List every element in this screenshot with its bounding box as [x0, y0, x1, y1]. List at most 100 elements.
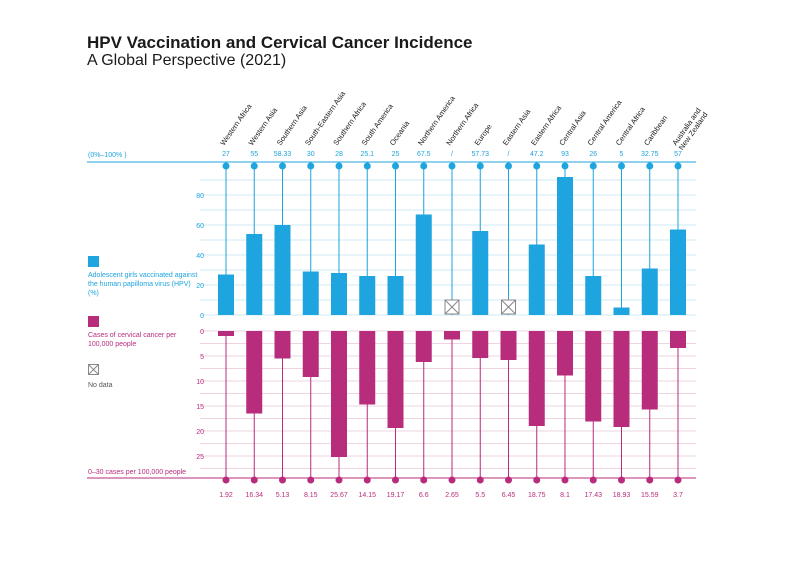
cancer-value-label: 25.67 — [330, 492, 348, 499]
cancer-dot — [307, 476, 315, 484]
vaccination-value-label: 93 — [561, 151, 569, 158]
bottom-axis-tick-label: 5 — [200, 354, 204, 361]
cancer-value-label: 6.45 — [502, 492, 516, 499]
vaccination-dot — [307, 162, 315, 170]
cancer-dot — [505, 476, 512, 484]
category-label-line: Oceania — [388, 118, 412, 147]
vaccination-value-label: 30 — [307, 151, 315, 158]
vaccination-value-label: 67.5 — [417, 151, 431, 158]
vaccination-dot — [533, 162, 541, 170]
vaccination-value-label: 25.1 — [360, 151, 374, 158]
cancer-dot — [250, 476, 258, 484]
vaccination-bar — [585, 276, 602, 315]
vaccination-value-label: 28 — [335, 151, 343, 158]
category-label: Oceania — [388, 118, 412, 147]
vaccination-dot — [618, 162, 625, 170]
cancer-value-label: 18.93 — [613, 492, 631, 499]
cancer-dot — [279, 476, 286, 484]
vaccination-dot — [448, 162, 456, 170]
cancer-value-label: 17.43 — [584, 492, 602, 499]
category-label: Central Asia — [557, 108, 588, 147]
vaccination-bar — [472, 231, 489, 315]
cancer-dot — [674, 476, 682, 484]
vaccination-dot — [476, 162, 484, 170]
cancer-value-label: 5.5 — [475, 492, 485, 499]
vaccination-dot — [222, 162, 230, 170]
cancer-bar — [613, 331, 630, 427]
cancer-value-label: 8.1 — [560, 492, 570, 499]
vaccination-bar — [331, 273, 347, 315]
cancer-value-label: 3.7 — [673, 492, 683, 499]
cancer-dot — [448, 476, 456, 484]
vaccination-dot — [250, 162, 258, 170]
cancer-value-label: 18.75 — [528, 492, 546, 499]
cancer-bar — [302, 331, 319, 377]
cancer-bar — [641, 331, 658, 410]
top-axis-tick-label: 60 — [196, 223, 204, 230]
vaccination-dot — [392, 162, 399, 170]
vaccination-bar — [274, 225, 291, 315]
vaccination-dot — [646, 162, 654, 170]
cancer-bar — [472, 331, 489, 358]
vaccination-bar — [613, 307, 630, 315]
cancer-bar — [415, 331, 432, 362]
cancer-bar — [444, 331, 460, 340]
cancer-bar — [246, 331, 263, 414]
cancer-dot — [561, 476, 569, 484]
cancer-dot — [476, 476, 484, 484]
cancer-legend-label: Cases of cervical cancer per 100,000 peo… — [88, 332, 177, 348]
vaccination-dot — [279, 162, 286, 170]
cancer-legend-swatch — [88, 316, 99, 327]
vaccination-value-label: 25 — [392, 151, 400, 158]
category-label-line: Europe — [473, 122, 494, 147]
vaccination-value-label: 57.73 — [471, 151, 489, 158]
cancer-bar — [218, 331, 234, 336]
cancer-value-label: 16.34 — [245, 492, 263, 499]
cancer-value-label: 1.92 — [219, 492, 233, 499]
cancer-bar — [359, 331, 376, 405]
vaccination-legend-swatch — [88, 256, 99, 267]
category-label-line: Central Asia — [557, 108, 588, 147]
cancer-dot — [222, 476, 230, 484]
chart-title: HPV Vaccination and Cervical Cancer Inci… — [87, 33, 473, 52]
vaccination-dot — [505, 162, 512, 170]
vaccination-value-label: / — [508, 151, 510, 158]
category-label: Australia andNew Zealand — [670, 106, 709, 152]
cancer-dot — [420, 476, 428, 484]
vaccination-value-label: / — [451, 151, 453, 158]
cancer-bar — [387, 331, 404, 428]
vaccination-bar — [302, 271, 319, 315]
nodata-legend-icon — [88, 364, 99, 375]
vaccination-value-label: 32.75 — [641, 151, 659, 158]
vaccination-bar — [218, 274, 234, 315]
bottom-axis-tick-label: 0 — [200, 329, 204, 336]
nodata-icon-cross — [501, 299, 516, 315]
bottom-axis-tick-label: 15 — [196, 404, 204, 411]
cancer-bar — [528, 331, 545, 426]
vaccination-value-label: 58.33 — [274, 151, 292, 158]
category-label: Caribbean — [642, 114, 669, 148]
vaccination-value-label: 55 — [250, 151, 258, 158]
vaccination-value-label: 57 — [674, 151, 682, 158]
cancer-value-label: 5.13 — [276, 492, 290, 499]
cancer-dot — [363, 476, 371, 484]
vaccination-bar — [246, 234, 263, 315]
vaccination-bar — [641, 268, 658, 315]
cancer-dot — [646, 476, 654, 484]
cancer-value-label: 6.6 — [419, 492, 429, 499]
cancer-value-label: 15.59 — [641, 492, 659, 499]
bottom-axis-tick-label: 25 — [196, 454, 204, 461]
cancer-dot — [618, 476, 625, 484]
top-axis-tick-label: 0 — [200, 313, 204, 320]
category-label: Europe — [473, 122, 494, 147]
cancer-bar — [500, 331, 517, 360]
vaccination-dot — [589, 162, 597, 170]
vaccination-bar — [528, 244, 545, 315]
cancer-bar — [274, 331, 291, 359]
category-label-line: Eastern Asia — [501, 107, 533, 147]
top-axis-tick-label: 20 — [196, 283, 204, 290]
vaccination-bar — [670, 229, 686, 315]
cancer-bar — [670, 331, 686, 348]
vaccination-dot — [420, 162, 428, 170]
